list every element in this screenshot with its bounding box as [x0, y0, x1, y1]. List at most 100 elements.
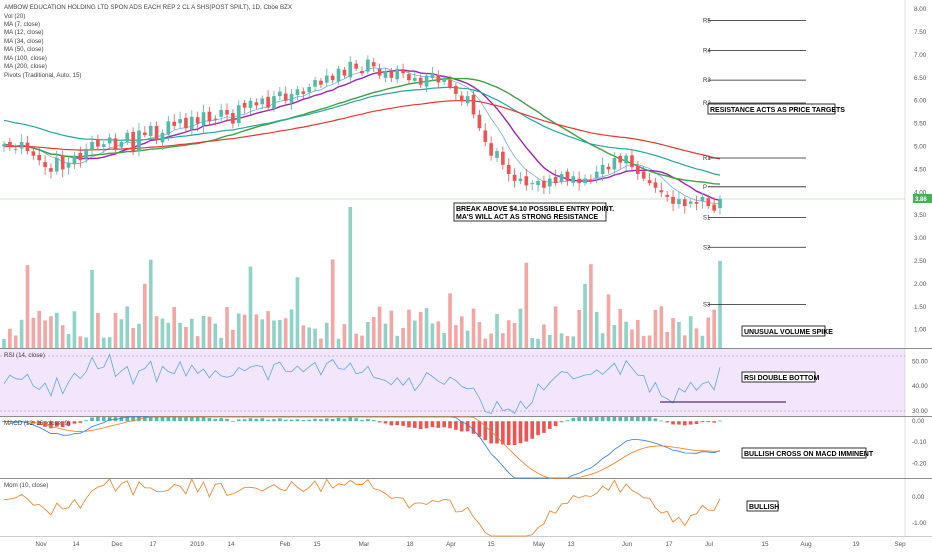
candle-body: [254, 102, 259, 106]
macd-histogram-bar: [630, 417, 634, 422]
macd-histogram-bar: [195, 417, 200, 422]
candle-body: [148, 125, 153, 137]
macd-histogram-bar: [125, 417, 130, 422]
candle-body: [248, 100, 253, 108]
volume-bar: [448, 293, 452, 348]
legend-ma34[interactable]: MA (34, close): [4, 38, 44, 45]
volume-bar: [272, 320, 276, 348]
volume-bar: [553, 306, 558, 348]
candle-body: [401, 69, 405, 74]
macd-histogram-bar: [389, 421, 394, 426]
annotation-break-line1: BREAK ABOVE $4.10 POSSIBLE ENTRY POINT.: [456, 206, 614, 213]
candle-body: [665, 194, 669, 197]
macd-histogram-bar: [647, 417, 652, 422]
candle-body: [8, 141, 12, 147]
legend-ma12[interactable]: MA (12, close): [4, 29, 44, 36]
time-axis-label: 18: [406, 541, 414, 548]
volume-bar: [589, 264, 593, 348]
macd-histogram-bar: [395, 421, 400, 426]
legend-vol[interactable]: Vol (20): [4, 13, 25, 20]
volume-bar: [143, 283, 147, 348]
volume-bar: [213, 323, 218, 348]
volume-bar: [160, 318, 165, 348]
legend-ma7[interactable]: MA (7, close): [4, 21, 40, 28]
candle-body: [442, 77, 446, 82]
candle-body: [583, 178, 587, 184]
candle-body: [31, 151, 36, 156]
volume-bar: [583, 283, 587, 348]
macd-histogram-bar: [589, 417, 593, 422]
macd-label[interactable]: MACD (12, 26, close, 9): [4, 420, 70, 427]
volume-bar: [37, 310, 42, 348]
candle-body: [594, 171, 599, 179]
candle-body: [682, 199, 687, 207]
annotation-mom: BULLISH: [746, 500, 779, 512]
price-axis-label: 8.00: [914, 6, 927, 13]
volume-bar: [324, 322, 329, 348]
candle-body: [260, 98, 265, 105]
macd-histogram-bar: [454, 421, 458, 430]
volume-bar: [119, 319, 124, 348]
time-axis-label: Aug: [800, 541, 812, 548]
macd-histogram-bar: [260, 418, 265, 422]
candle-body: [718, 198, 722, 209]
candle-body: [278, 91, 282, 97]
candle-body: [90, 141, 94, 150]
volume-bar: [659, 306, 664, 348]
volume-bar: [283, 318, 288, 348]
time-axis-label: 15: [487, 541, 495, 548]
macd-histogram-bar: [207, 418, 212, 422]
volume-bar: [682, 335, 687, 348]
pivot-levels: R5 R4 R3 R2 R1 P S1 S2 S3: [703, 19, 806, 309]
macd-histogram-bar: [459, 421, 464, 432]
legend-ma50[interactable]: MA (50, close): [4, 46, 44, 53]
macd-histogram-bar: [319, 419, 323, 422]
candle-body: [348, 61, 353, 78]
volume-bar: [577, 309, 581, 348]
macd-histogram-bar: [295, 419, 300, 422]
macd-histogram-bar: [201, 417, 206, 422]
rsi-label[interactable]: RSI (14, close): [4, 352, 45, 359]
price-axis-label: 3.50: [914, 212, 927, 219]
macd-histogram-bar: [694, 421, 699, 425]
candle-body: [659, 190, 664, 193]
macd-histogram-bar: [424, 421, 429, 429]
macd-histogram-bar: [313, 418, 317, 422]
price-panel[interactable]: [0, 0, 905, 348]
legend-ma200[interactable]: MA (200, close): [4, 63, 47, 70]
annotation-break-line2: MA'S WILL ACT AS STRONG RESISTANCE: [456, 214, 598, 221]
candle-body: [113, 138, 118, 149]
annotation-rsi: RSI DOUBLE BOTTOM: [741, 371, 819, 383]
right-axis[interactable]: [905, 0, 932, 550]
volume-bar: [25, 265, 30, 348]
macd-histogram-bar: [624, 417, 628, 422]
macd-histogram-bar: [43, 421, 47, 427]
macd-histogram-bar: [178, 417, 182, 422]
macd-histogram-bar: [600, 417, 605, 422]
macd-histogram-bar: [360, 419, 364, 422]
mom-axis-label: 0.00: [912, 494, 925, 501]
volume-bar: [677, 321, 681, 348]
macd-histogram-bar: [477, 421, 482, 437]
legend-ma100[interactable]: MA (100, close): [4, 55, 47, 62]
price-axis-label: 6.00: [914, 98, 927, 105]
candle-body: [630, 155, 634, 168]
annotation-rsi-text: RSI DOUBLE BOTTOM: [744, 375, 819, 382]
macd-histogram-bar: [324, 418, 329, 422]
volume-bar: [401, 328, 405, 348]
volume-bar: [594, 311, 599, 348]
price-axis-label: 7.50: [914, 29, 927, 36]
mom-label[interactable]: Mom (10, close): [4, 482, 48, 489]
macd-histogram-bar: [119, 417, 124, 422]
macd-histogram-bar: [60, 421, 65, 428]
time-axis-label: Sep: [894, 541, 906, 548]
legend-pivots[interactable]: Pivots (Traditional, Auto, 15): [4, 72, 82, 79]
volume-bar: [90, 269, 94, 348]
candle-body: [137, 130, 141, 152]
macd-histogram-bar: [418, 421, 423, 430]
rsi-panel[interactable]: [0, 349, 905, 416]
time-axis-label: 15: [761, 541, 769, 548]
candle-body: [330, 75, 335, 81]
volume-bar: [424, 308, 429, 348]
